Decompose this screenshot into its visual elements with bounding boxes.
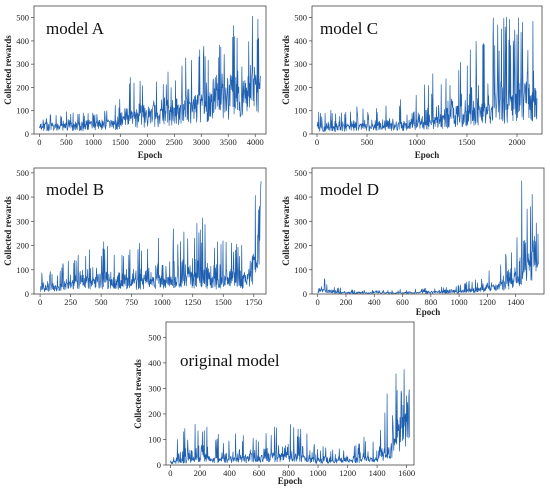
y-tick-label: 200 xyxy=(16,82,29,92)
x-tick-label: 1000 xyxy=(409,137,426,147)
y-axis-label: Collected rewards xyxy=(281,35,291,105)
x-tick-label: 1500 xyxy=(215,297,232,307)
panel-model-b: model B Collected rewards 0 250 500 750 1000… xyxy=(3,167,267,307)
panel-model-a: model A Epoch Collected rewards 0 500 1000… xyxy=(3,5,267,160)
x-tick-label: 1500 xyxy=(459,137,476,147)
x-tick-label: 0 xyxy=(38,297,42,307)
y-tick-label: 0 xyxy=(303,129,307,139)
plot-frame xyxy=(33,167,267,295)
y-tick-label: 300 xyxy=(16,59,29,69)
y-tick-label: 100 xyxy=(294,106,307,116)
y-axis-label: Collected rewards xyxy=(281,196,291,266)
chart-title: model D xyxy=(320,180,379,199)
x-tick-label: 200 xyxy=(340,297,353,307)
x-tick-label: 1000 xyxy=(154,297,171,307)
x-tick-label: 800 xyxy=(282,468,295,478)
y-tick-label: 400 xyxy=(294,36,307,46)
y-tick-label: 0 xyxy=(303,289,307,299)
x-tick-label: 1400 xyxy=(507,297,524,307)
x-tick-label: 2000 xyxy=(509,137,526,147)
x-tick-label: 1400 xyxy=(369,468,386,478)
x-axis-label: Epoch xyxy=(416,307,441,317)
x-tick-label: 500 xyxy=(95,297,108,307)
y-tick-label: 100 xyxy=(148,434,161,444)
x-tick-label: 250 xyxy=(64,297,77,307)
x-tick-label: 600 xyxy=(396,297,409,307)
x-tick-label: 1200 xyxy=(479,297,496,307)
chart-title: model C xyxy=(320,19,378,38)
y-tick-label: 100 xyxy=(16,265,29,275)
y-tick-label: 300 xyxy=(148,383,161,393)
y-tick-label: 200 xyxy=(16,241,29,251)
x-tick-label: 2500 xyxy=(166,137,183,147)
x-tick-label: 400 xyxy=(368,297,381,307)
x-tick-label: 500 xyxy=(361,137,374,147)
chart-title: original model xyxy=(180,351,280,370)
y-tick-label: 500 xyxy=(16,13,29,23)
y-tick-label: 400 xyxy=(294,192,307,202)
y-tick-label: 400 xyxy=(16,192,29,202)
y-tick-label: 0 xyxy=(25,129,29,139)
y-tick-label: 100 xyxy=(294,265,307,275)
y-tick-label: 400 xyxy=(148,358,161,368)
x-tick-label: 1500 xyxy=(112,137,129,147)
plot-frame xyxy=(33,5,267,135)
reward-series-line xyxy=(39,15,261,132)
x-tick-label: 750 xyxy=(125,297,138,307)
y-axis-label: Collected rewards xyxy=(3,35,13,105)
x-tick-label: 2000 xyxy=(139,137,156,147)
x-tick-label: 500 xyxy=(60,137,73,147)
plot-frame xyxy=(311,167,545,295)
reward-series-line xyxy=(316,16,538,132)
x-tick-label: 600 xyxy=(253,468,266,478)
x-tick-label: 400 xyxy=(223,468,236,478)
y-tick-label: 500 xyxy=(294,168,307,178)
x-axis-label: Epoch xyxy=(278,476,303,486)
panel-original-model: original model Epoch Collected rewards 0… xyxy=(133,321,415,486)
plot-frame xyxy=(165,321,415,466)
x-tick-label: 1250 xyxy=(184,297,201,307)
reward-series-line xyxy=(170,369,410,465)
y-tick-label: 300 xyxy=(294,216,307,226)
x-tick-label: 1600 xyxy=(398,468,415,478)
x-tick-label: 1200 xyxy=(339,468,356,478)
y-tick-label: 0 xyxy=(157,460,161,470)
y-tick-label: 200 xyxy=(294,241,307,251)
y-axis-label: Collected rewards xyxy=(3,196,13,266)
y-tick-label: 500 xyxy=(294,13,307,23)
x-tick-label: 4000 xyxy=(247,137,264,147)
chart-title: model B xyxy=(46,180,104,199)
x-axis-label: Epoch xyxy=(138,150,163,160)
panel-model-d: model D Epoch Collected rewards 0 200 400 6… xyxy=(281,167,545,317)
x-tick-label: 0 xyxy=(316,297,320,307)
x-tick-label: 1750 xyxy=(245,297,262,307)
y-axis-label: Collected rewards xyxy=(133,359,143,429)
y-tick-label: 300 xyxy=(16,216,29,226)
y-tick-label: 500 xyxy=(16,168,29,178)
y-tick-label: 400 xyxy=(16,36,29,46)
y-tick-label: 0 xyxy=(25,289,29,299)
y-tick-label: 300 xyxy=(294,59,307,69)
reward-series-line xyxy=(39,181,262,293)
plot-frame xyxy=(311,5,543,135)
x-tick-label: 1000 xyxy=(310,468,327,478)
x-axis-label: Epoch xyxy=(415,150,440,160)
x-tick-label: 0 xyxy=(315,137,319,147)
x-tick-label: 1000 xyxy=(85,137,102,147)
x-tick-label: 200 xyxy=(194,468,207,478)
reward-series-line xyxy=(317,180,539,294)
x-tick-label: 0 xyxy=(168,468,172,478)
y-tick-label: 500 xyxy=(148,332,161,342)
x-tick-label: 3500 xyxy=(220,137,237,147)
chart-title: model A xyxy=(46,19,105,38)
x-tick-label: 3000 xyxy=(193,137,210,147)
y-tick-label: 200 xyxy=(294,82,307,92)
x-tick-label: 0 xyxy=(37,137,41,147)
x-tick-label: 1000 xyxy=(451,297,468,307)
x-tick-label: 800 xyxy=(424,297,437,307)
y-tick-label: 200 xyxy=(148,409,161,419)
y-tick-label: 100 xyxy=(16,106,29,116)
panel-model-c: model C Epoch Collected rewards 0 500 1000… xyxy=(281,5,543,160)
